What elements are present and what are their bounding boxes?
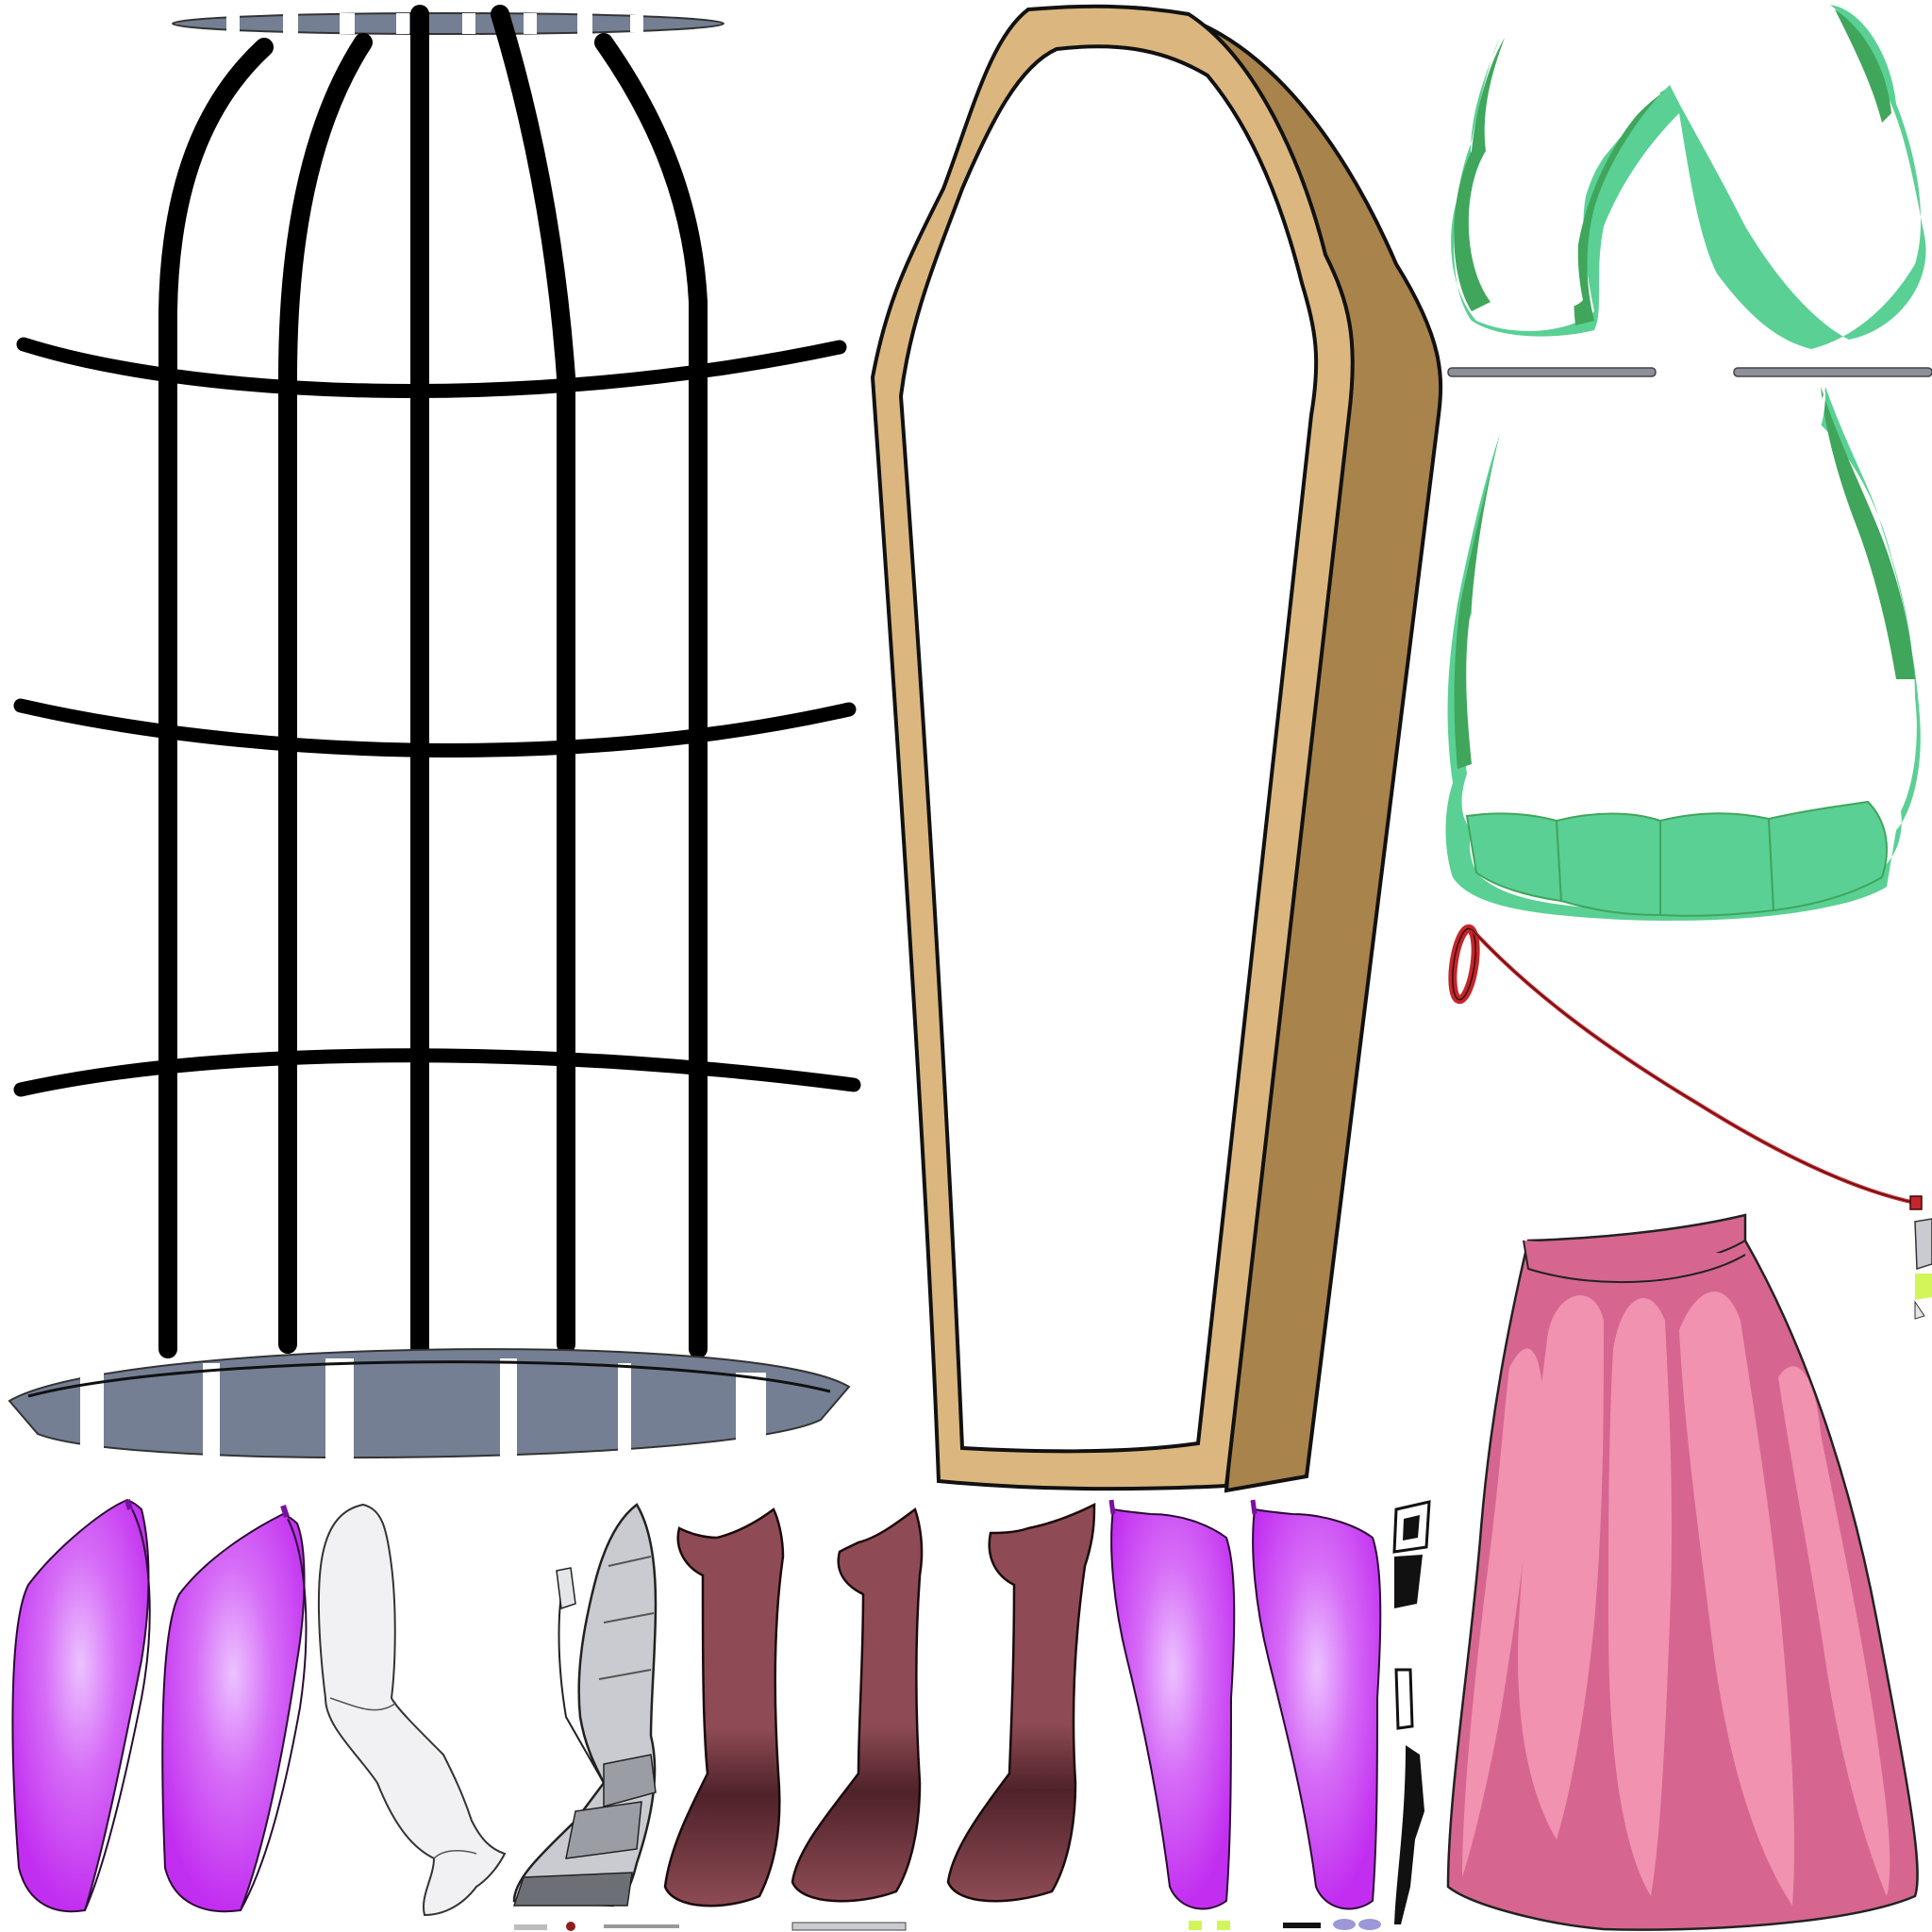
red-ribbon xyxy=(1448,924,1923,1210)
white-sleeve xyxy=(317,1503,507,1917)
apron-bib xyxy=(1447,5,1932,377)
pink-skirt xyxy=(1446,1213,1919,1931)
purple-sleeves-left xyxy=(11,1498,308,1913)
birdcage xyxy=(8,5,861,1470)
black-strips xyxy=(1392,1500,1431,1924)
edge-pieces xyxy=(1914,1218,1932,1320)
armor-boot xyxy=(512,1503,658,1907)
bottom-scraps xyxy=(514,1919,1381,1931)
purple-sleeves-right xyxy=(1108,1499,1382,1910)
maroon-boots xyxy=(663,1502,1096,1907)
apron-skirt xyxy=(1445,387,1921,921)
coffin xyxy=(870,4,1443,1493)
